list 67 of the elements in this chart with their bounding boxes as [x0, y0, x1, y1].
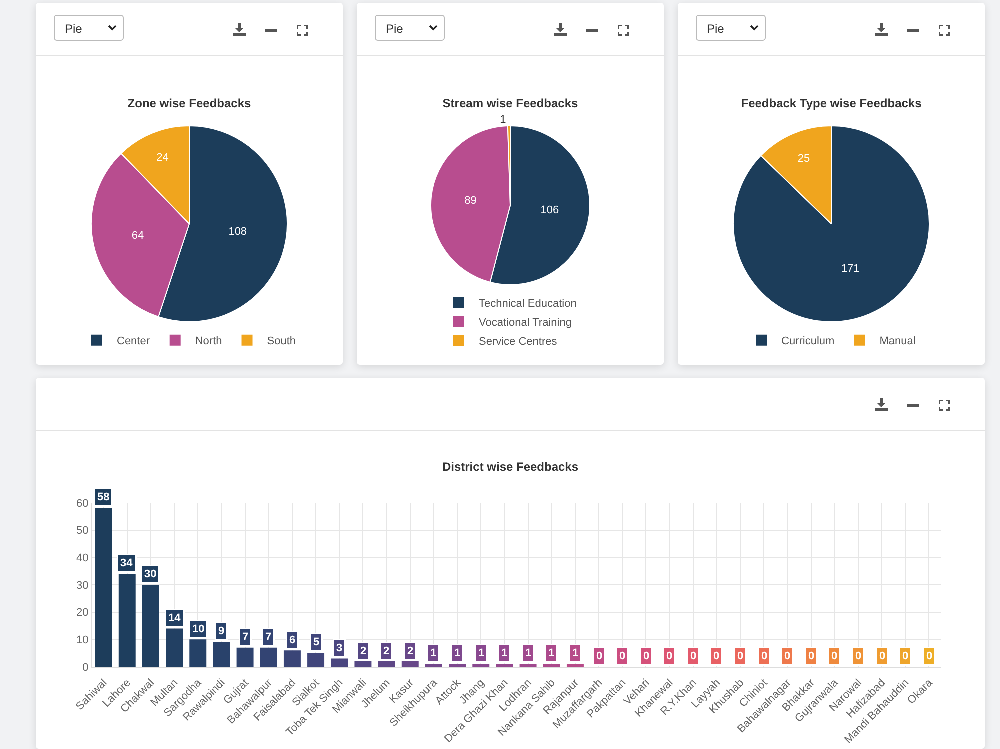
- legend-label: Service Centres: [479, 336, 558, 348]
- legend-label: South: [267, 336, 296, 348]
- legend-label: Technical Education: [479, 298, 577, 310]
- data-label: 7: [266, 632, 272, 644]
- chart-title: Zone wise Feedbacks: [128, 96, 252, 111]
- y-tick-label: 10: [76, 634, 89, 647]
- data-label: 1: [500, 114, 506, 126]
- chart-title: Stream wise Feedbacks: [442, 96, 579, 111]
- data-label: 2: [384, 646, 390, 658]
- data-label: 1: [454, 648, 461, 660]
- pie-slice: [733, 126, 930, 322]
- data-label: 0: [644, 650, 650, 662]
- data-label: 10: [192, 624, 205, 636]
- data-label: 1: [502, 648, 508, 660]
- data-label: 0: [762, 650, 768, 662]
- dropdown: Pie: [696, 15, 766, 41]
- data-label: 0: [666, 650, 673, 662]
- data-label: 3: [336, 642, 343, 654]
- y-tick-label: 20: [76, 607, 89, 620]
- data-label: 7: [242, 632, 249, 644]
- data-label: 0: [926, 650, 933, 662]
- data-label: 1: [572, 648, 579, 660]
- legend-label: North: [195, 336, 222, 348]
- data-label: 0: [832, 650, 838, 662]
- y-tick-label: 40: [76, 552, 89, 565]
- data-label: 1: [478, 648, 485, 660]
- data-label: 171: [841, 263, 860, 276]
- data-label: 0: [738, 650, 744, 662]
- data-label: 14: [168, 612, 182, 624]
- data-label: 0: [714, 650, 720, 662]
- data-label: 58: [98, 492, 110, 504]
- data-label: 0: [784, 650, 791, 662]
- data-label: 0: [808, 650, 815, 662]
- data-label: 1: [430, 648, 437, 660]
- data-label: 30: [144, 568, 157, 580]
- data-label: 1: [548, 648, 555, 660]
- dropdown: Pie: [375, 15, 445, 41]
- data-label: 89: [464, 195, 477, 208]
- legend-label: Vocational Training: [479, 316, 572, 329]
- data-label: 0: [856, 650, 862, 662]
- data-label: 108: [228, 226, 248, 238]
- data-label: 25: [798, 153, 810, 166]
- legend-label: Manual: [880, 336, 916, 348]
- legend-label: Curriculum: [782, 336, 835, 348]
- chart-title: Feedback Type wise Feedbacks: [741, 96, 922, 111]
- y-tick-label: 50: [76, 525, 89, 538]
- chart-title: District wise Feedbacks: [442, 460, 579, 474]
- data-label: 0: [690, 650, 697, 662]
- y-tick-label: 0: [82, 662, 89, 674]
- data-label: 5: [314, 636, 320, 648]
- data-label: 24: [156, 152, 169, 164]
- legend-label: Center: [117, 336, 150, 348]
- data-label: 0: [902, 650, 909, 662]
- data-label: 0: [880, 650, 886, 662]
- data-label: 9: [218, 626, 225, 638]
- y-tick-label: 60: [76, 498, 89, 510]
- data-label: 0: [596, 650, 603, 662]
- data-label: 2: [360, 646, 367, 658]
- data-label: 6: [290, 634, 296, 646]
- data-label: 1: [526, 648, 532, 660]
- dropdown: Pie: [54, 15, 124, 41]
- data-label: 2: [408, 646, 414, 658]
- data-label: 64: [132, 230, 144, 242]
- data-label: 34: [120, 558, 134, 570]
- y-tick-label: 30: [76, 580, 89, 592]
- data-label: 0: [620, 650, 626, 662]
- data-label: 106: [540, 204, 560, 217]
